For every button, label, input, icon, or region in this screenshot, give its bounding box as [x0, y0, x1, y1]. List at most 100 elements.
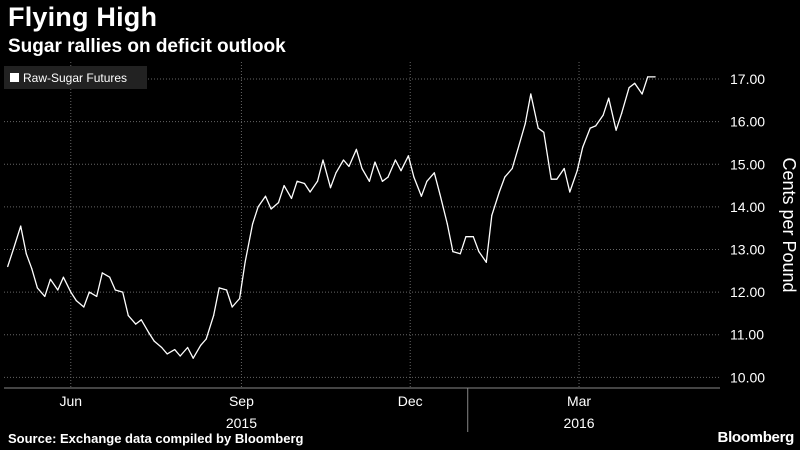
- data-point: [322, 159, 324, 161]
- data-point: [485, 261, 487, 263]
- data-point: [543, 131, 545, 133]
- data-point: [303, 182, 306, 185]
- data-point: [12, 248, 14, 251]
- data-point: [187, 346, 189, 349]
- data-point: [153, 340, 155, 342]
- data-point: [83, 306, 85, 308]
- data-point: [36, 287, 39, 289]
- x-tick-label: Dec: [398, 393, 423, 409]
- data-point: [140, 319, 142, 321]
- data-point: [491, 214, 493, 216]
- data-point: [283, 185, 285, 187]
- chart-title: Flying High: [8, 2, 158, 32]
- data-point: [420, 195, 422, 197]
- data-point: [537, 127, 539, 129]
- data-point: [641, 93, 643, 95]
- data-point: [329, 187, 332, 189]
- data-point: [582, 146, 584, 148]
- data-point: [101, 272, 103, 274]
- y-tick-label: 12.00: [730, 284, 765, 300]
- data-point: [226, 289, 228, 291]
- x-tick-label: Mar: [567, 393, 591, 409]
- y-axis-title: Cents per Pound: [779, 157, 799, 292]
- data-point: [161, 346, 163, 349]
- y-tick-label: 14.00: [730, 199, 765, 215]
- data-point: [478, 251, 480, 253]
- data-point: [576, 170, 578, 172]
- data-point: [57, 289, 59, 291]
- brand-logo: Bloomberg: [717, 429, 795, 446]
- data-point: [309, 191, 311, 193]
- data-point: [387, 176, 389, 178]
- source-note: Source: Exchange data compiled by Bloomb…: [8, 431, 304, 446]
- data-point: [166, 353, 168, 355]
- data-point: [355, 148, 357, 150]
- data-point: [192, 357, 194, 359]
- data-point: [452, 251, 454, 253]
- data-point: [252, 223, 254, 225]
- y-tick-label: 11.00: [730, 327, 764, 343]
- y-tick-label: 13.00: [730, 242, 765, 258]
- data-point: [205, 338, 207, 340]
- data-point: [569, 191, 571, 193]
- data-point: [628, 87, 630, 89]
- year-label: 2016: [563, 415, 594, 431]
- data-point: [439, 193, 441, 195]
- data-point: [465, 236, 467, 238]
- data-point: [62, 276, 64, 278]
- data-point: [296, 180, 298, 182]
- data-point: [381, 180, 383, 182]
- data-point: [135, 323, 137, 325]
- data-point: [654, 76, 656, 78]
- data-point: [49, 278, 52, 280]
- data-point: [231, 306, 233, 308]
- data-point: [433, 172, 435, 174]
- data-point: [472, 236, 474, 238]
- data-point: [595, 125, 597, 127]
- data-point: [563, 167, 565, 170]
- data-point: [218, 287, 220, 289]
- chart-subtitle: Sugar rallies on deficit outlook: [8, 36, 286, 57]
- data-point: [244, 261, 246, 263]
- data-point: [517, 148, 519, 150]
- data-point: [589, 127, 591, 129]
- legend: Raw-Sugar Futures: [4, 66, 147, 89]
- data-point: [179, 355, 181, 357]
- x-tick-label: Jun: [59, 393, 82, 409]
- data-point: [290, 197, 293, 199]
- data-point: [20, 225, 22, 227]
- data-point: [25, 253, 27, 255]
- data-point: [348, 165, 350, 167]
- data-point: [148, 332, 150, 334]
- data-point: [511, 167, 513, 170]
- data-point: [602, 114, 604, 116]
- data-point: [615, 129, 617, 131]
- series-line-raw-sugar-futures: [7, 76, 656, 359]
- data-point: [647, 76, 649, 78]
- data-point: [504, 176, 506, 178]
- data-point: [96, 295, 98, 297]
- data-point: [200, 344, 202, 346]
- data-point: [361, 167, 363, 170]
- data-point: [621, 112, 623, 114]
- data-point: [109, 276, 111, 278]
- legend-label: Raw-Sugar Futures: [23, 70, 128, 85]
- data-point: [75, 300, 77, 302]
- x-tick-label: Sep: [229, 393, 254, 409]
- data-point: [426, 180, 428, 182]
- year-label: 2015: [226, 415, 257, 431]
- data-point: [257, 206, 259, 208]
- data-point: [7, 265, 9, 268]
- data-point: [400, 170, 402, 172]
- data-point: [270, 208, 272, 210]
- data-point: [114, 289, 116, 291]
- data-point: [316, 180, 319, 182]
- y-tick-label: 10.00: [730, 369, 765, 385]
- data-point: [368, 180, 370, 182]
- data-point: [122, 291, 124, 293]
- y-tick-label: 16.00: [730, 114, 765, 130]
- data-point: [374, 161, 376, 163]
- data-point: [498, 191, 500, 193]
- data-point: [446, 223, 448, 225]
